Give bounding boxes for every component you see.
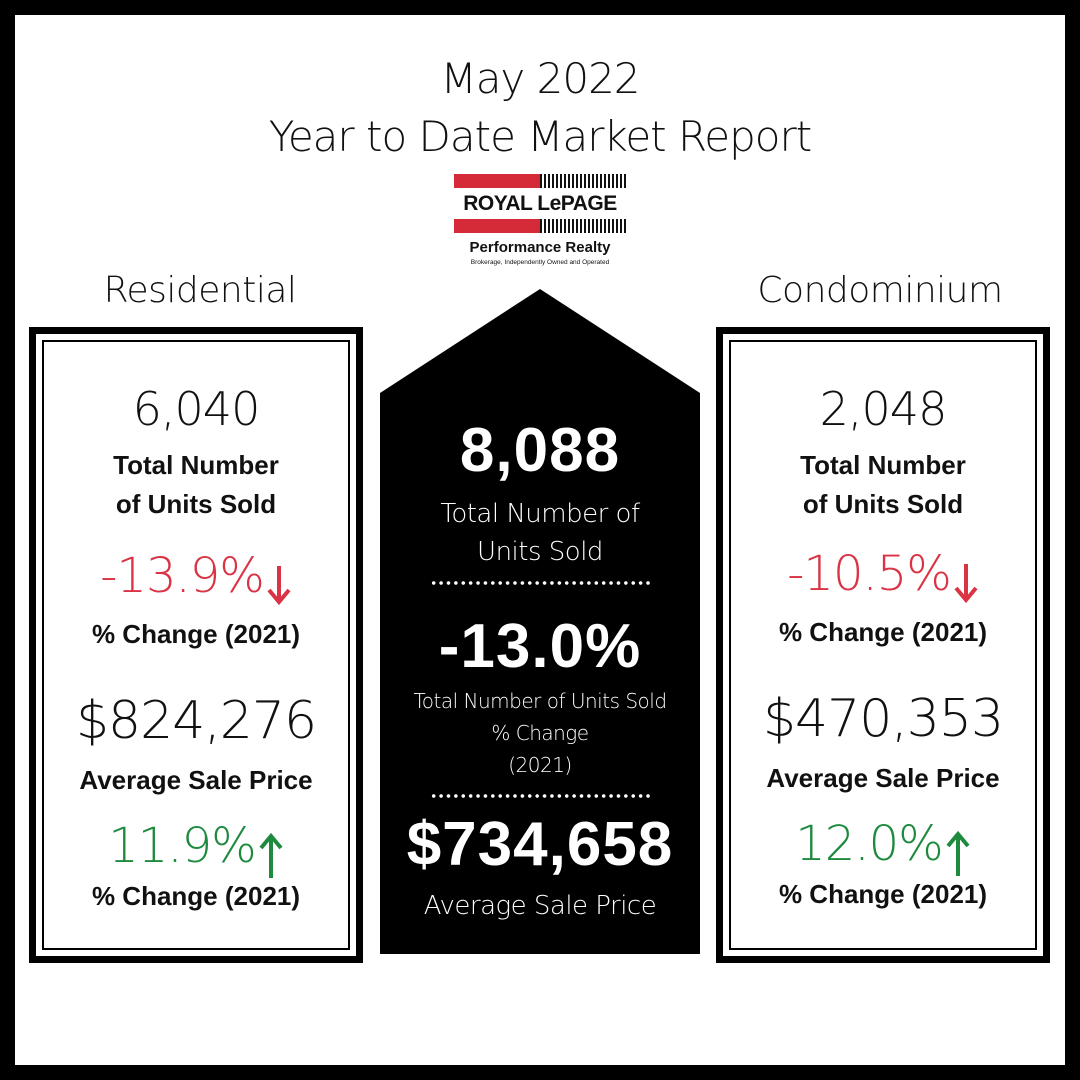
residential-units-label-1: Total Number [113, 450, 279, 480]
report-month: May 2022 [440, 54, 640, 103]
residential-units-change-label: % Change (2021) [91, 619, 301, 649]
total-units-change-label-3: (2021) [508, 753, 572, 777]
total-units-label-2: Units Sold [477, 537, 603, 567]
residential-price-change-label: % Change (2021) [91, 881, 301, 911]
total-house-panel: 8,088 Total Number of Units Sold -13.0% … [380, 289, 700, 954]
dotted-divider [430, 581, 652, 585]
residential-units-change: -13.9% [100, 548, 265, 604]
logo-brand: ROYAL LePAGE [463, 192, 617, 215]
condominium-units-label-1: Total Number [800, 450, 966, 480]
total-units-change-label-2: % Change [491, 721, 589, 745]
arrow-down-icon [266, 562, 292, 613]
condominium-avg-price-label: Average Sale Price [766, 763, 1000, 793]
condominium-avg-price: $470,353 [762, 689, 1004, 749]
condominium-card: 2,048 Total Number of Units Sold -10.5% … [716, 327, 1050, 963]
condominium-price-change-label: % Change (2021) [778, 879, 988, 909]
residential-price-change: 11.9% [108, 818, 256, 874]
logo-tagline: Brokerage, Independently Owned and Opera… [470, 259, 610, 266]
condominium-units-change: -10.5% [787, 546, 952, 602]
residential-heading: Residential [103, 270, 297, 311]
logo-bottom-bar [454, 219, 626, 233]
residential-card: 6,040 Total Number of Units Sold -13.9% … [29, 327, 363, 963]
total-units-sold: 8,088 [459, 416, 621, 485]
logo-top-bar [454, 174, 626, 188]
royal-lepage-logo: ROYAL LePAGE Performance Realty Brokerag… [454, 174, 626, 272]
arrow-up-icon [258, 830, 284, 885]
arrow-up-icon [945, 828, 971, 883]
condominium-units-change-label: % Change (2021) [778, 617, 988, 647]
residential-units-label-2: of Units Sold [115, 489, 277, 519]
condominium-units-change-row: -10.5% [723, 546, 1043, 611]
logo-subtitle: Performance Realty [469, 239, 611, 256]
residential-units-sold: 6,040 [132, 382, 261, 436]
condominium-price-change-row: 12.0% [723, 816, 1043, 883]
residential-avg-price: $824,276 [75, 691, 317, 751]
total-units-label-1: Total Number of [440, 499, 640, 529]
total-units-change: -13.0% [438, 612, 642, 681]
total-avg-price: $734,658 [406, 810, 674, 879]
residential-avg-price-label: Average Sale Price [79, 765, 313, 795]
condominium-units-label-2: of Units Sold [802, 489, 964, 519]
condominium-price-change: 12.0% [795, 816, 943, 872]
dotted-divider [430, 794, 652, 798]
condominium-heading: Condominium [757, 270, 1003, 311]
residential-price-change-row: 11.9% [36, 818, 356, 885]
arrow-down-icon [953, 560, 979, 611]
total-avg-price-label: Average Sale Price [423, 891, 657, 921]
house-shape [380, 289, 700, 954]
total-units-change-label-1: Total Number of Units Sold [413, 689, 667, 713]
report-title: Year to Date Market Report [268, 112, 812, 161]
residential-units-change-row: -13.9% [36, 548, 356, 613]
condominium-units-sold: 2,048 [819, 382, 948, 436]
